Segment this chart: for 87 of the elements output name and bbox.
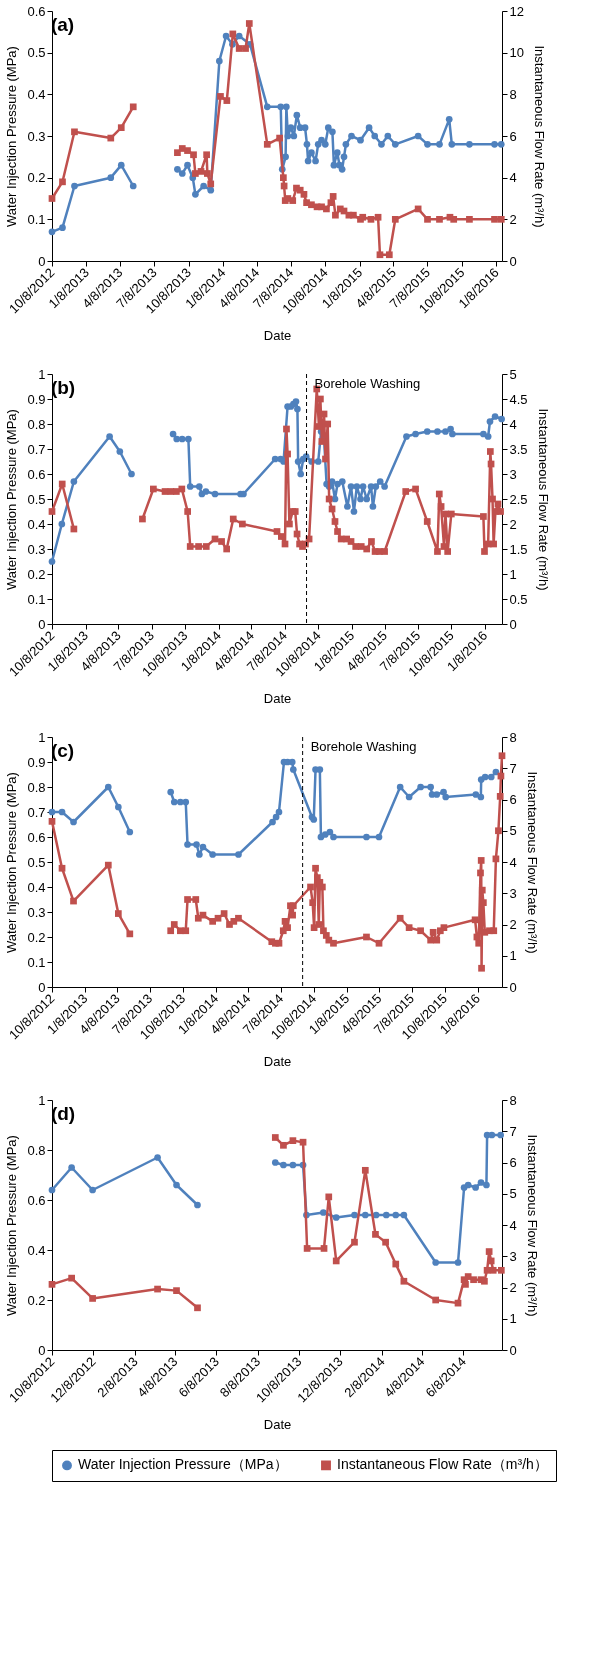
- y2-tick-label: 5: [509, 366, 517, 382]
- x-axis-title: Date: [263, 1417, 292, 1433]
- y2-tick-label: 0.5: [509, 591, 528, 607]
- y2-tick-label: 4: [509, 170, 517, 186]
- y-axis-title: Water Injection Pressure (MPa): [4, 409, 20, 590]
- y2-tick-label: 1: [509, 948, 517, 964]
- y-axis-title: Water Injection Pressure (MPa): [4, 46, 20, 227]
- y2-tick-label: 3: [509, 466, 517, 482]
- y2-tick-label: 5: [509, 1186, 517, 1202]
- y-tick-label: 0.6: [27, 3, 46, 19]
- y2-tick-label: 5: [509, 823, 517, 839]
- y2-tick-label: 3.5: [509, 441, 528, 457]
- y-tick-label: 0.2: [27, 929, 46, 945]
- y-tick-label: 0.4: [27, 1242, 46, 1258]
- y-tick-label: 0.5: [27, 45, 46, 61]
- y-tick-label: 1: [38, 1092, 46, 1108]
- y2-tick-label: 4: [509, 416, 517, 432]
- y-tick-label: 0.8: [27, 779, 46, 795]
- y2-axis-title: Instantaneous Flow Rate (m³/h): [524, 771, 540, 954]
- y-tick-label: 0.8: [27, 1142, 46, 1158]
- y2-tick-label: 2.5: [509, 491, 528, 507]
- y2-tick-label: 1: [509, 1311, 517, 1327]
- y-tick-label: 0.2: [27, 1292, 46, 1308]
- y2-axis-title: Instantaneous Flow Rate (m³/h): [535, 408, 551, 591]
- y2-tick-label: 7: [509, 760, 517, 776]
- legend-label: Instantaneous Flow Rate（m³/h）: [337, 1456, 548, 1473]
- y2-tick-label: 12: [509, 3, 524, 19]
- y2-tick-label: 3: [509, 885, 517, 901]
- y2-tick-label: 4: [509, 1217, 517, 1233]
- legend-label: Water Injection Pressure（MPa）: [78, 1456, 288, 1473]
- y-tick-label: 0.3: [27, 904, 46, 920]
- y2-tick-label: 8: [509, 729, 517, 745]
- y-axis-title: Water Injection Pressure (MPa): [4, 772, 20, 953]
- y2-tick-label: 7: [509, 1123, 517, 1139]
- y2-tick-label: 0: [509, 979, 517, 995]
- y-tick-label: 0.8: [27, 416, 46, 432]
- y2-tick-label: 1.5: [509, 541, 528, 557]
- y-tick-label: 1: [38, 729, 46, 745]
- y-tick-label: 0.4: [27, 86, 46, 102]
- y2-tick-label: 8: [509, 86, 517, 102]
- y-tick-label: 0.1: [27, 954, 46, 970]
- y-axis-title: Water Injection Pressure (MPa): [4, 1135, 20, 1316]
- x-axis-title: Date: [263, 328, 292, 344]
- y-tick-label: 0.6: [27, 466, 46, 482]
- y2-tick-label: 8: [509, 1092, 517, 1108]
- y-tick-label: 0.6: [27, 829, 46, 845]
- y2-tick-label: 4: [509, 854, 517, 870]
- y2-tick-label: 10: [509, 45, 524, 61]
- y2-tick-label: 2: [509, 1280, 517, 1295]
- y-tick-label: 0.9: [27, 754, 46, 770]
- y-tick-label: 0: [38, 253, 46, 269]
- y-tick-label: 0.3: [27, 128, 46, 144]
- y-tick-label: 0.6: [27, 1192, 46, 1208]
- y2-tick-label: 2: [509, 211, 517, 227]
- y-tick-label: 0.5: [27, 854, 46, 870]
- y-tick-label: 0.5: [27, 491, 46, 507]
- ref-line-label: Borehole Washing: [310, 739, 417, 754]
- y-tick-label: 0.7: [27, 804, 46, 820]
- y2-tick-label: 6: [509, 792, 517, 807]
- ref-line-label: Borehole Washing: [314, 376, 421, 391]
- y2-axis-title: Instantaneous Flow Rate (m³/h): [531, 45, 547, 228]
- y-tick-label: 0: [38, 979, 46, 995]
- y2-tick-label: 0: [509, 1342, 517, 1358]
- y-tick-label: 0.2: [27, 170, 46, 186]
- y-tick-label: 0.7: [27, 441, 46, 457]
- y-tick-label: 0.4: [27, 516, 46, 532]
- y2-tick-label: 0: [509, 253, 517, 269]
- y2-tick-label: 3: [509, 1248, 517, 1264]
- y-tick-label: 0.2: [27, 566, 46, 582]
- y-tick-label: 0: [38, 616, 46, 632]
- y2-axis-title: Instantaneous Flow Rate (m³/h): [524, 1134, 540, 1317]
- y2-tick-label: 6: [509, 128, 517, 144]
- y-tick-label: 0.3: [27, 541, 46, 557]
- y2-tick-label: 4.5: [509, 391, 528, 407]
- y-tick-label: 0.4: [27, 879, 46, 895]
- x-axis-title: Date: [263, 1054, 292, 1070]
- y2-tick-label: 2: [509, 917, 517, 932]
- y-tick-label: 0.1: [27, 211, 46, 227]
- y2-tick-label: 0: [509, 616, 517, 632]
- y2-tick-label: 6: [509, 1155, 517, 1170]
- y-tick-label: 0.1: [27, 591, 46, 607]
- y-tick-label: 0: [38, 1342, 46, 1358]
- y2-tick-label: 1: [509, 566, 517, 582]
- y-tick-label: 0.9: [27, 391, 46, 407]
- y2-tick-label: 2: [509, 516, 517, 532]
- y-tick-label: 1: [38, 366, 46, 382]
- x-axis-title: Date: [263, 691, 292, 707]
